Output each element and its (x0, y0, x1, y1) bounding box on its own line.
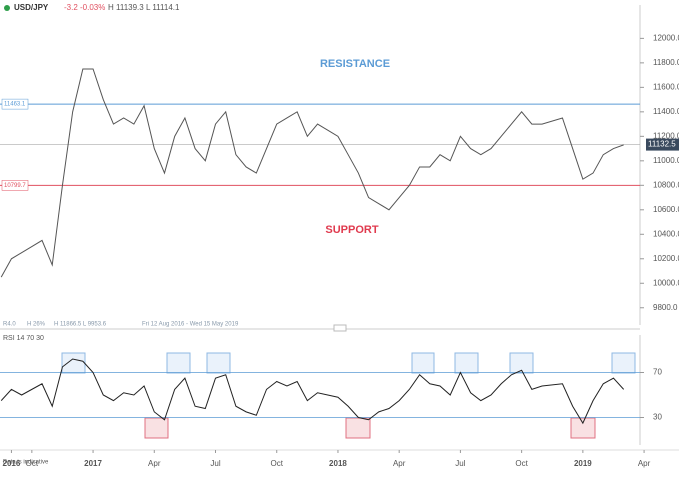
oversold-zone (570, 417, 596, 439)
y-tick-label: 11400.0 (653, 107, 679, 116)
x-tick-label: Oct (26, 459, 39, 468)
y-tick-label: 30 (653, 413, 662, 422)
annotation: SUPPORT (325, 224, 378, 236)
price-line (0, 68, 624, 278)
overbought-zone (61, 352, 86, 374)
x-tick-label: 2017 (84, 459, 102, 468)
y-tick-label: 11800.0 (653, 58, 679, 67)
level-label: 10799.7 (4, 183, 26, 189)
info-text: R4.0 (3, 322, 16, 328)
panel-title: RSI 14 70 30 (3, 335, 44, 342)
x-tick-label: Apr (393, 459, 406, 468)
level-tag (1, 180, 29, 191)
level-label: 11463.1 (4, 102, 26, 108)
overbought-zone (166, 352, 191, 374)
info-text: H 26% (27, 322, 46, 328)
price-line (0, 358, 625, 425)
change: -3.2 (64, 3, 78, 12)
x-tick-label: Jul (210, 459, 220, 468)
x-tick-label: Apr (148, 459, 161, 468)
x-tick-label: Jul (455, 459, 465, 468)
rsi-highlights (61, 352, 636, 439)
x-tick-label: Apr (638, 459, 651, 468)
last-price-tag (646, 138, 679, 151)
note: Data is indicative (3, 460, 49, 466)
y-tick-label: 10000.0 (653, 278, 679, 287)
overbought-zone (411, 352, 435, 374)
last-price-label: 11132.5 (648, 140, 676, 149)
x-tick-label: Oct (515, 459, 528, 468)
oversold-zone (345, 417, 371, 439)
y-tick-label: 70 (653, 368, 662, 377)
annotation: RESISTANCE (320, 58, 390, 70)
y-tick-label: 10800.0 (653, 180, 679, 189)
y-tick-label: 11000.0 (653, 156, 679, 165)
overbought-zone (611, 352, 636, 374)
level-tag (1, 98, 29, 110)
oversold-zone (144, 417, 169, 439)
overbought-zone (206, 352, 231, 374)
x-tick-label: 2016 (3, 459, 21, 468)
x-tick-label: Oct (271, 459, 284, 468)
y-tick-label: 12000.0 (653, 33, 679, 42)
symbol: USD/JPY (14, 3, 49, 12)
info-text: Fri 12 Aug 2016 - Wed 15 May 2019 (142, 322, 239, 328)
y-tick-label: 10400.0 (653, 229, 679, 238)
y-tick-label: 11200.0 (653, 131, 679, 140)
y-tick-label: 10200.0 (653, 254, 679, 263)
panel-handle (333, 324, 347, 332)
y-tick-label: 10600.0 (653, 205, 679, 214)
change-pct: -0.03% (80, 3, 105, 12)
y-tick-label: 11600.0 (653, 82, 679, 91)
high-low: H 11139.3 L 11114.1 (108, 3, 180, 12)
info-text: H 11866.5 L 9953.6 (54, 322, 107, 328)
x-tick-label: 2018 (329, 459, 347, 468)
x-tick-label: 2019 (574, 459, 592, 468)
overbought-zone (509, 352, 534, 374)
y-tick-label: 9800.0 (653, 303, 678, 312)
overbought-zone (454, 352, 479, 374)
status-dot (4, 5, 10, 11)
